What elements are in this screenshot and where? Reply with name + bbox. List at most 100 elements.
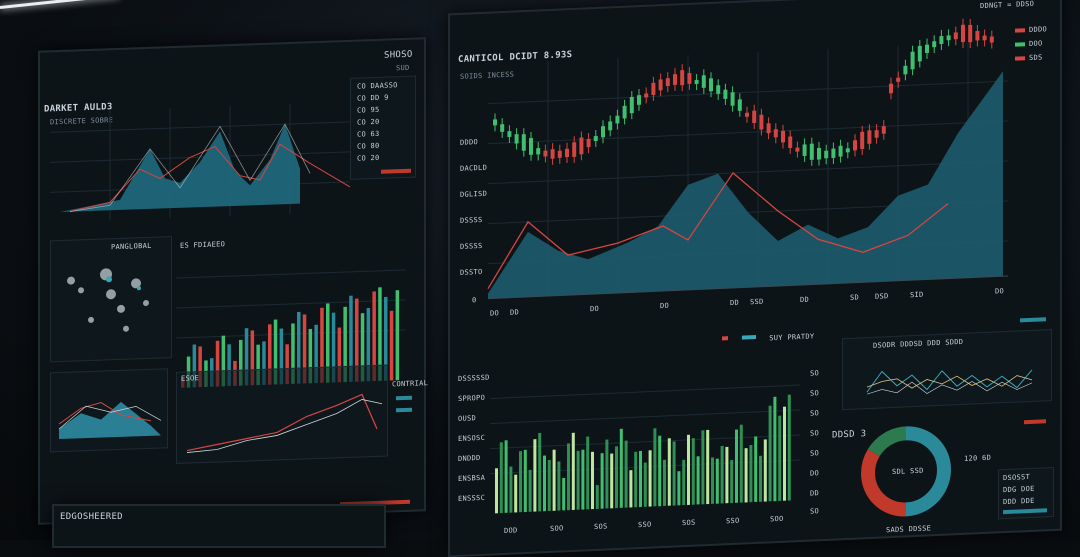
left-monitor: DARKET AULD3 DISCRETE SOBRE SHOSO SUD CO… xyxy=(38,37,428,525)
candle-body xyxy=(687,72,692,84)
legend-label-3: SDS xyxy=(1029,53,1043,63)
green-bar-chart xyxy=(490,384,800,514)
bar-y-right-8: SO xyxy=(810,507,820,516)
green-bar xyxy=(538,432,542,512)
y-label-4: DSSSS xyxy=(460,215,483,225)
candle-body xyxy=(529,137,533,155)
green-bar xyxy=(711,457,714,504)
candle-body xyxy=(709,78,713,92)
candle-body xyxy=(601,126,605,138)
bar-y-right-2: SO xyxy=(810,389,820,398)
mini-multiline-chart xyxy=(866,369,1033,395)
candle-body xyxy=(665,78,670,87)
mini-right-tag-1 xyxy=(396,395,412,401)
green-bar xyxy=(552,449,556,511)
green-bar xyxy=(643,462,647,507)
x-label-9: DSD xyxy=(875,292,889,301)
y-label-1: DDDO xyxy=(460,138,479,147)
candle-body xyxy=(982,35,987,41)
bar-x-6: SSO xyxy=(726,516,740,526)
candle-body xyxy=(817,147,821,160)
left-bar xyxy=(302,314,307,384)
candle-body xyxy=(961,24,965,43)
candle-body xyxy=(896,77,901,82)
green-bar xyxy=(720,445,724,504)
candle-body xyxy=(809,143,814,160)
candle-body xyxy=(752,110,757,124)
mini-multiline-panel: DSODR DDDSD DDD SDDD xyxy=(842,329,1052,411)
green-bar xyxy=(730,460,734,504)
green-bar xyxy=(615,446,618,509)
green-bar xyxy=(667,438,671,506)
x-label-6: SSD xyxy=(750,297,764,307)
candle-body xyxy=(867,130,872,144)
left-top-right-sub: SUD xyxy=(396,63,410,73)
donut-center-label: SDL SSD xyxy=(892,466,924,477)
bar-y-left-3: OUSD xyxy=(458,414,477,423)
mid-legend-swatch-red xyxy=(722,335,728,340)
stat-6: CO 80 xyxy=(357,141,380,151)
green-bar xyxy=(523,449,527,513)
x-label-11: DO xyxy=(995,287,1005,296)
green-bar xyxy=(514,474,518,513)
green-bar xyxy=(701,430,705,505)
candle-body xyxy=(795,147,800,152)
candle-body xyxy=(925,44,929,53)
green-bar xyxy=(610,453,614,509)
candle-body xyxy=(824,150,829,159)
candle-body xyxy=(637,95,641,105)
legend-swatch-red-2 xyxy=(1015,56,1025,61)
main-candlestick-chart xyxy=(487,18,1008,300)
green-bar xyxy=(672,441,676,506)
bar-x-4: SSO xyxy=(638,520,652,530)
bar-x-5: SOS xyxy=(682,518,696,528)
candle-body xyxy=(968,24,973,43)
candle-body xyxy=(853,140,857,151)
green-bar xyxy=(653,428,657,507)
list-teal-bar xyxy=(1003,508,1047,515)
left-top-right-label: SHOSO xyxy=(384,49,413,61)
left-bar xyxy=(360,313,365,382)
list-item-1: DDG DOE xyxy=(1003,484,1035,495)
green-bar xyxy=(576,450,580,510)
right-top-right-label: DDNGT = DDSO xyxy=(980,0,1035,11)
green-bar xyxy=(687,434,690,505)
left-area-chart xyxy=(50,103,351,221)
candle-body xyxy=(615,115,620,124)
bar-y-right-7: DD xyxy=(810,489,820,498)
stat-red-indicator xyxy=(381,168,411,174)
bar-y-left-2: SPROPO xyxy=(458,393,486,403)
candle-body xyxy=(579,137,584,155)
left-bar xyxy=(326,303,330,383)
green-bar xyxy=(706,429,710,505)
green-bar xyxy=(533,439,537,512)
candle-body xyxy=(802,144,807,157)
green-bar xyxy=(691,438,695,505)
stat-1: CO DAASSO xyxy=(357,81,398,91)
green-bar xyxy=(605,439,609,509)
left-bar xyxy=(395,290,400,381)
candle-body xyxy=(493,119,497,126)
candle-body xyxy=(737,99,742,111)
green-bar xyxy=(547,459,551,512)
candle-body xyxy=(773,129,778,138)
green-bar xyxy=(735,429,738,503)
left-bar xyxy=(343,306,347,383)
bar-y-left-7: ENSSSC xyxy=(458,493,486,503)
donut-chart xyxy=(861,426,951,517)
stat-7: CO 20 xyxy=(357,153,380,163)
bar-x-7: SOO xyxy=(770,514,784,524)
candle-body xyxy=(565,148,569,158)
green-bar xyxy=(495,468,498,514)
bottom-monitor-title: EDGOSHEERED xyxy=(60,512,123,522)
candle-body xyxy=(881,126,886,134)
candle-body xyxy=(766,123,771,134)
green-bar xyxy=(629,470,633,508)
green-bar xyxy=(658,435,662,507)
candle-body xyxy=(910,51,915,70)
left-line-chart-panel: ESOE xyxy=(176,364,388,464)
candle-body xyxy=(788,136,793,148)
green-bar xyxy=(749,444,753,503)
candle-body xyxy=(838,145,843,157)
bar-y-left-4: ENSOSC xyxy=(458,433,486,443)
